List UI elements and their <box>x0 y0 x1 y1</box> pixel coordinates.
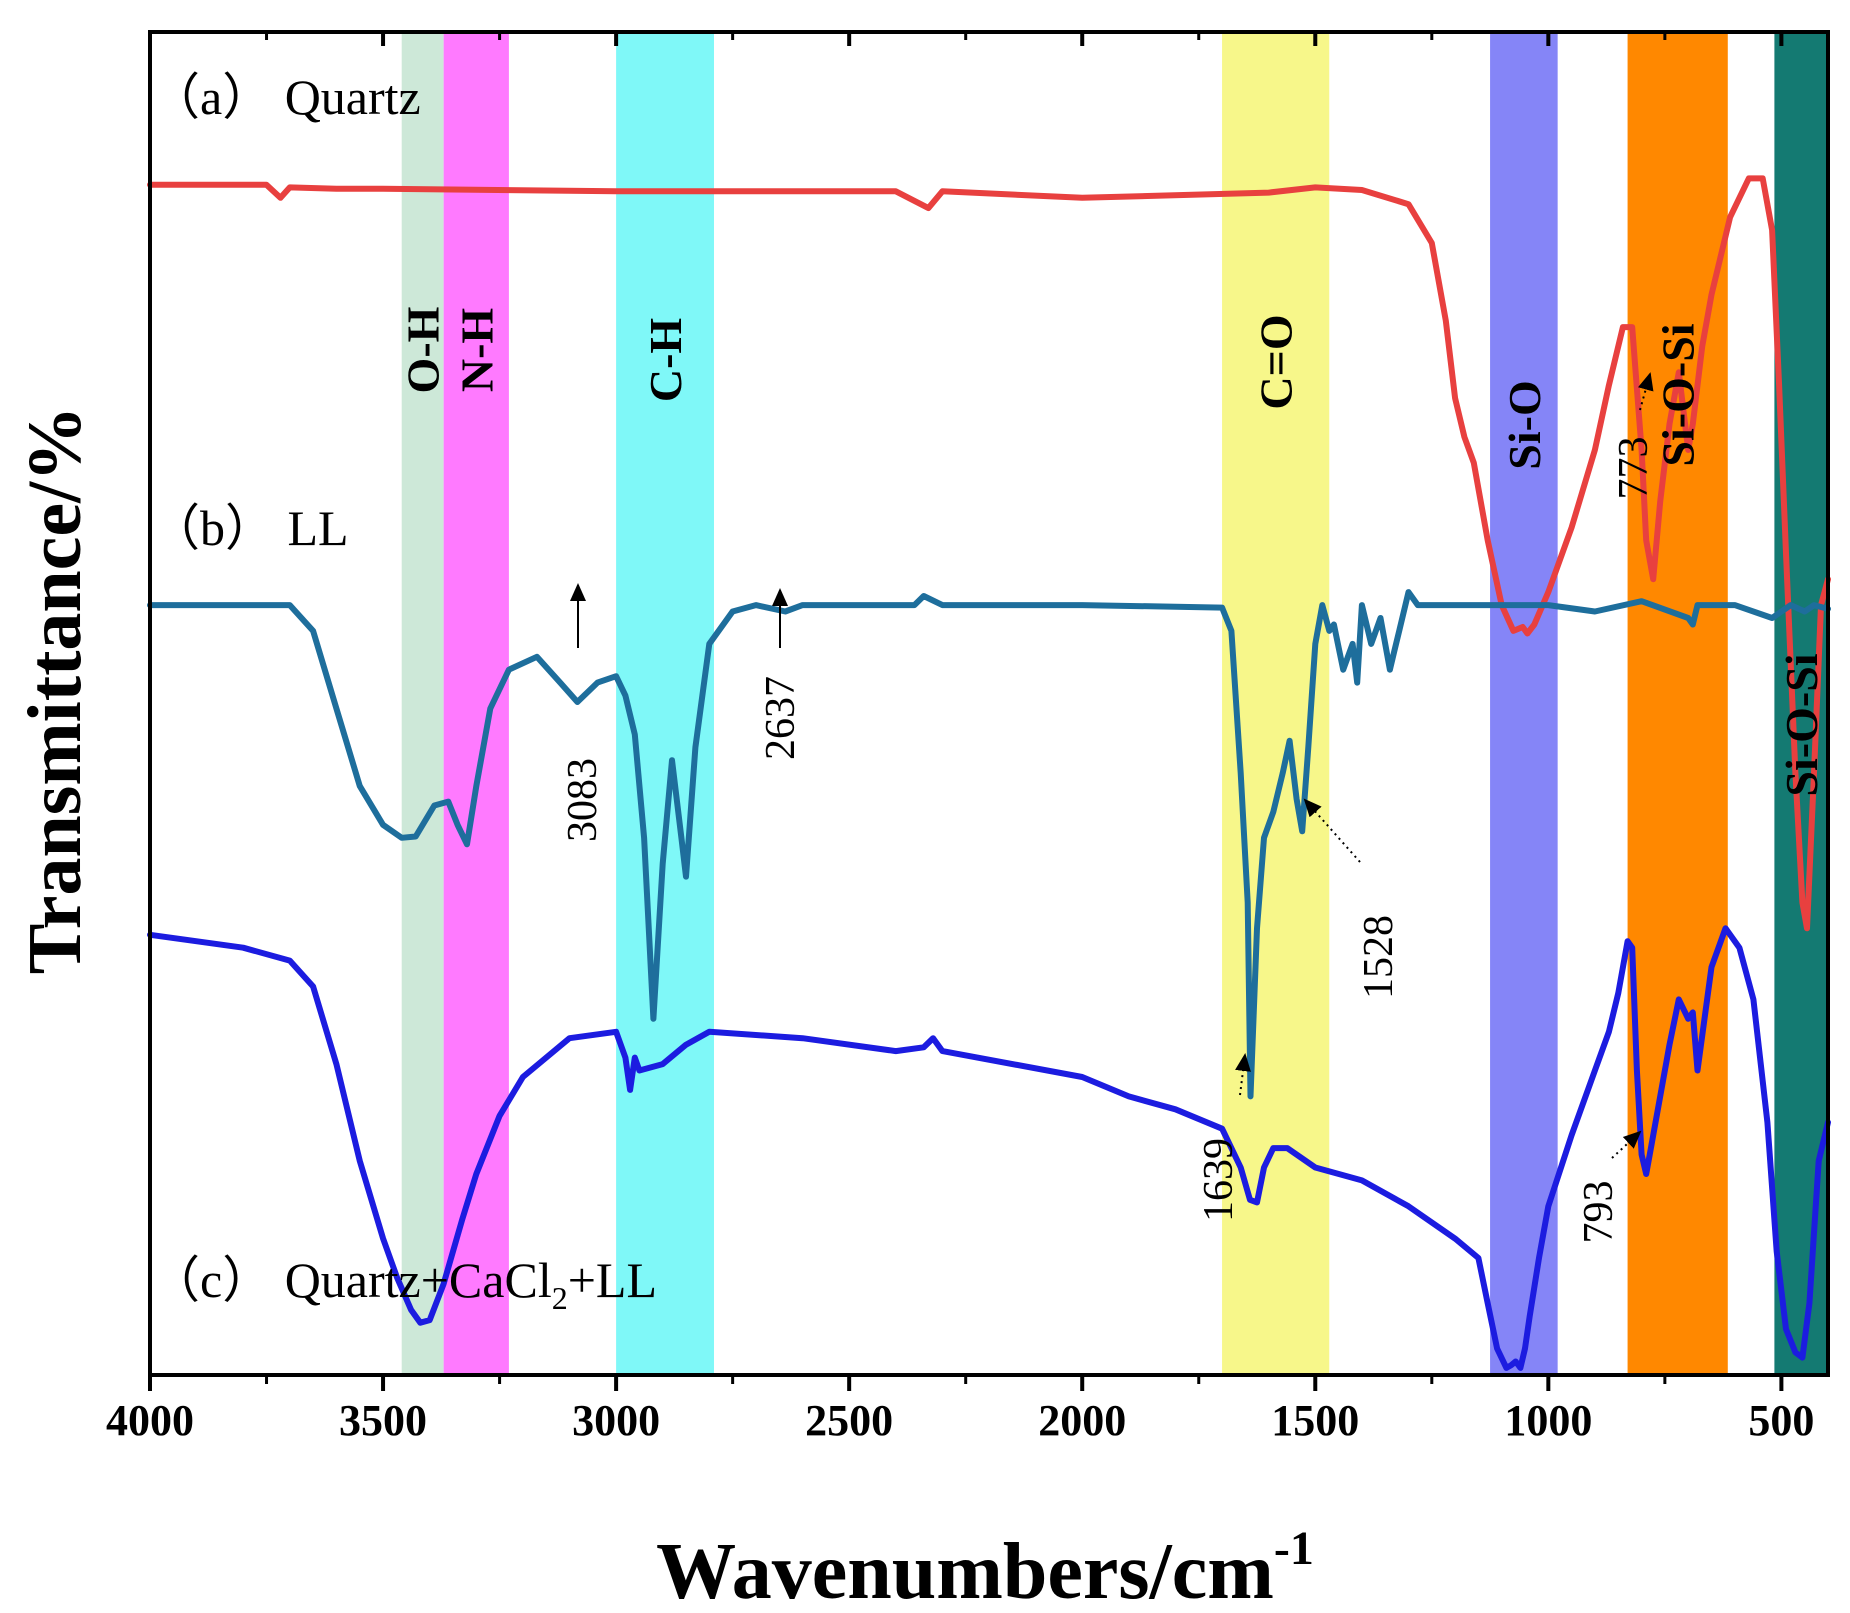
axes-layer: 4000 3500 3000 2500 2000 1500 1000 500 <box>106 30 1830 1445</box>
peak-arrow-1639 <box>1235 1053 1251 1096</box>
x-tick-label-1000: 1000 <box>1504 1396 1592 1445</box>
x-tick-label-2500: 2500 <box>805 1396 893 1445</box>
band-label-c-h-2: C-H <box>640 318 691 403</box>
x-tick-label-3000: 3000 <box>572 1396 660 1445</box>
peak-label-773: 773 <box>1611 437 1657 500</box>
band-o-h-0 <box>401 32 444 1375</box>
series-label-ll: （b） LL <box>150 500 349 556</box>
y-axis-title: Transmittance/% <box>13 406 97 975</box>
band-label-si-o-si-6: Si-O-Si <box>1776 653 1827 796</box>
band-si-o-si-5 <box>1627 32 1728 1375</box>
peak-arrow-793 <box>1611 1130 1642 1159</box>
band-n-h-1 <box>443 32 509 1375</box>
peak-label-2637: 2637 <box>758 676 804 760</box>
x-tick-label-4000: 4000 <box>106 1396 194 1445</box>
band-label-c-o-3: C=O <box>1251 314 1302 409</box>
series-line-quartz-cacl2-ll <box>147 925 1831 1371</box>
series-label-c-subscript: 2 <box>552 1280 568 1316</box>
peak-label-793: 793 <box>1576 1181 1622 1244</box>
plot-frame <box>148 30 1830 1377</box>
x-tick-label-2000: 2000 <box>1038 1396 1126 1445</box>
band-label-o-h-0: O-H <box>398 306 449 393</box>
x-axis-title-superscript: -1 <box>1274 1522 1314 1575</box>
band-c-h-2 <box>616 32 714 1375</box>
bands-layer <box>401 32 1828 1375</box>
series-label-quartz: （a） Quartz <box>150 69 421 125</box>
band-label-si-o-4: Si-O <box>1499 380 1550 469</box>
band-label-n-h-1: N-H <box>451 308 502 393</box>
series-label-c-main: （c） Quartz+CaCl <box>150 1252 552 1308</box>
annotations-layer: 3083 2637 1639 1528 773 793 <box>560 372 1657 1244</box>
band-label-si-o-si-5: Si-O-Si <box>1653 323 1704 466</box>
labels-layer: （a） Quartz （b） LL （c） Quartz+CaCl2+LL O-… <box>150 69 1827 1316</box>
series-label-c-tail: +LL <box>568 1252 657 1308</box>
series-line-quartz <box>147 175 1831 932</box>
x-axis-title-main: Wavenumbers/cm <box>656 1528 1274 1613</box>
peak-label-1528: 1528 <box>1356 915 1402 999</box>
peak-label-3083: 3083 <box>560 758 606 842</box>
peak-arrow-773 <box>1638 372 1654 411</box>
peak-label-1639: 1639 <box>1196 1138 1242 1222</box>
x-tick-label-500: 500 <box>1748 1396 1814 1445</box>
x-tick-label-3500: 3500 <box>339 1396 427 1445</box>
lines-layer <box>147 175 1831 1371</box>
series-line-ll <box>147 589 1831 1100</box>
band-si-o-4 <box>1490 32 1558 1375</box>
series-label-quartz-cacl2-ll: （c） Quartz+CaCl2+LL <box>150 1252 657 1316</box>
x-axis-title: Wavenumbers/cm-1 <box>656 1522 1314 1613</box>
peak-arrow-1528 <box>1303 798 1361 863</box>
x-tick-label-1500: 1500 <box>1271 1396 1359 1445</box>
